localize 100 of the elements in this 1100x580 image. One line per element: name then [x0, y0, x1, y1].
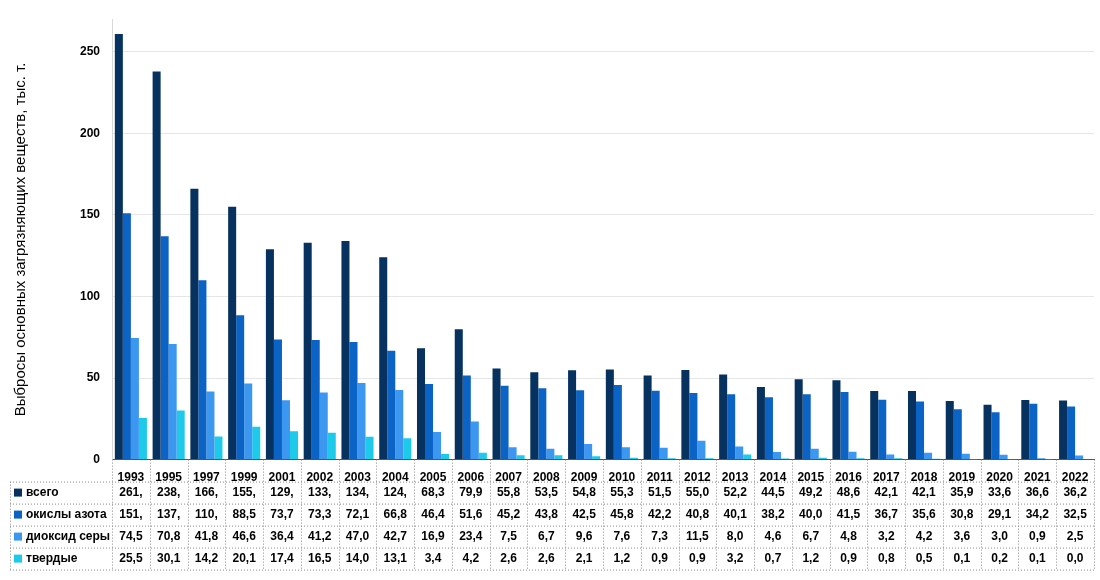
bar — [470, 421, 479, 460]
bar — [303, 242, 312, 460]
data-label: 16,5 — [308, 550, 332, 565]
data-label: 155, — [232, 484, 256, 499]
bar — [621, 447, 630, 460]
data-label: 42,1 — [874, 484, 899, 499]
data-label: 16,9 — [421, 528, 446, 543]
bar — [478, 452, 487, 460]
bar — [584, 443, 593, 460]
bar — [122, 213, 131, 460]
data-label: 3,2 — [726, 550, 744, 565]
bar — [743, 454, 752, 460]
legend-label: диоксид серы — [26, 528, 111, 543]
bar — [236, 315, 245, 460]
data-label: 0,7 — [764, 550, 782, 565]
bar — [319, 392, 328, 460]
data-label: 23,4 — [459, 528, 483, 543]
data-label: 124, — [383, 484, 407, 499]
bar — [441, 454, 450, 460]
data-label: 9,6 — [575, 528, 593, 543]
data-label: 2,5 — [1066, 528, 1084, 543]
bar — [1029, 403, 1038, 460]
bar — [289, 431, 299, 460]
data-label: 110, — [195, 506, 218, 521]
y-tick-label: 100 — [79, 288, 101, 303]
bar — [454, 329, 463, 460]
data-label: 151, — [119, 506, 143, 521]
data-label: 14,0 — [345, 550, 370, 565]
data-label: 73,3 — [308, 506, 332, 521]
data-label: 0,1 — [953, 550, 971, 565]
bar — [727, 394, 736, 460]
bar — [945, 401, 954, 460]
x-tick-label: 2015 — [797, 470, 825, 485]
data-label: 14,2 — [194, 550, 219, 565]
data-label: 42,1 — [912, 484, 937, 499]
data-label: 3,0 — [991, 528, 1009, 543]
bar — [176, 410, 185, 460]
x-tick-label: 2005 — [419, 470, 447, 485]
bar — [605, 369, 614, 460]
bar — [576, 390, 585, 460]
x-tick-label: 2002 — [306, 470, 334, 485]
bar — [546, 448, 555, 460]
bar — [244, 383, 253, 460]
bar — [206, 391, 215, 460]
data-label: 36,4 — [270, 528, 294, 543]
bar — [433, 432, 442, 460]
data-label: 1,2 — [613, 550, 631, 565]
data-label: 36,2 — [1063, 484, 1088, 499]
bar — [198, 280, 207, 460]
data-label: 51,6 — [459, 506, 483, 521]
y-axis-title: Выбросы основных загрязняющих веществ, тыс. т. — [11, 62, 29, 417]
data-label: 42,5 — [572, 506, 597, 521]
x-tick-label: 1993 — [117, 470, 145, 485]
bar — [403, 438, 412, 460]
data-label: 166, — [194, 484, 219, 499]
data-label: 11,5 — [686, 528, 710, 543]
x-tick-label: 2009 — [570, 470, 598, 485]
bar — [870, 390, 879, 460]
data-label: 52,2 — [723, 484, 748, 499]
data-label: 41,5 — [836, 506, 861, 521]
x-tick-label: 2006 — [457, 470, 485, 485]
data-label: 44,5 — [761, 484, 785, 499]
data-label: 20,1 — [232, 550, 257, 565]
data-label: 55,3 — [610, 484, 634, 499]
data-label: 72,1 — [345, 506, 370, 521]
data-label: 34,2 — [1025, 506, 1050, 521]
data-label: 7,5 — [500, 528, 518, 543]
bar — [365, 436, 374, 460]
data-label: 4,6 — [764, 528, 782, 543]
data-label: 45,2 — [496, 506, 521, 521]
bar — [1021, 399, 1030, 460]
data-label: 74,5 — [119, 528, 143, 543]
bar — [341, 241, 350, 460]
data-label: 3,6 — [953, 528, 971, 543]
x-tick-label: 1997 — [193, 470, 221, 485]
data-label: 1,2 — [802, 550, 820, 565]
bar — [991, 412, 1000, 460]
x-tick-label: 2011 — [646, 470, 673, 485]
bar — [425, 383, 434, 460]
y-tick-label: 250 — [79, 44, 101, 59]
bar — [516, 455, 525, 460]
x-tick-label: 2022 — [1061, 470, 1089, 485]
data-label: 54,8 — [572, 484, 597, 499]
data-label: 41,2 — [308, 528, 332, 543]
bar — [840, 391, 849, 460]
bar — [160, 236, 169, 460]
legend-label: всего — [26, 484, 59, 499]
bar — [462, 375, 471, 460]
x-tick-label: 2021 — [1023, 470, 1052, 485]
data-label: 2,1 — [575, 550, 593, 565]
bar — [794, 379, 803, 460]
x-tick-label: 2020 — [986, 470, 1014, 485]
x-tick-label: 2008 — [532, 470, 561, 485]
bar — [327, 432, 336, 460]
data-label: 40,1 — [723, 506, 748, 521]
data-label: 66,8 — [383, 506, 408, 521]
data-label: 7,6 — [613, 528, 631, 543]
bar — [999, 454, 1008, 460]
data-label: 88,5 — [232, 506, 257, 521]
bar — [961, 453, 970, 460]
